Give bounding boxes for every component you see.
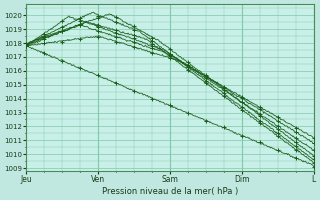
X-axis label: Pression niveau de la mer( hPa ): Pression niveau de la mer( hPa )	[102, 187, 238, 196]
